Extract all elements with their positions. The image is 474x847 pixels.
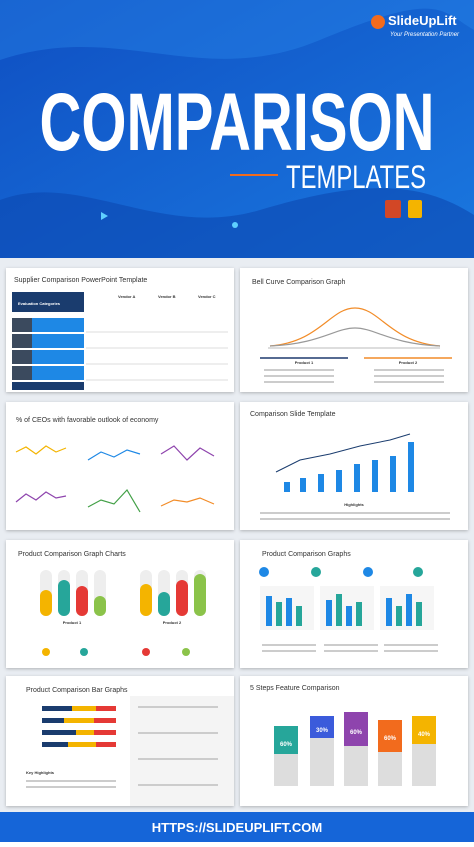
percent-label: 40% — [418, 732, 431, 738]
highlights: Highlights — [344, 502, 364, 507]
product-label: Product 1 — [295, 360, 314, 365]
slide-card: Supplier Comparison PowerPoint Template … — [6, 268, 234, 392]
ppt-icon — [385, 200, 401, 218]
slides-icon — [408, 200, 422, 218]
icons — [259, 567, 423, 577]
table-label: Vendor A — [118, 294, 136, 299]
mini-lines — [15, 445, 215, 513]
logo-icon — [371, 15, 385, 29]
curve — [269, 307, 441, 347]
card-bg — [240, 268, 468, 392]
slide-card: Product Comparison Graph Charts Product … — [6, 540, 234, 668]
percent-label: 30% — [316, 728, 329, 734]
footer-url[interactable]: HTTPS://SLIDEUPLIFT.COM — [152, 820, 322, 835]
capsules — [40, 570, 206, 616]
table-label: Evaluation Categories — [18, 301, 61, 306]
title: COMPARISON — [40, 77, 435, 168]
percent-label: 60% — [384, 736, 397, 742]
percent-label: 60% — [350, 730, 363, 736]
side-panel — [130, 696, 234, 806]
percent-label: 60% — [280, 742, 293, 748]
product-label: Product 2 — [163, 620, 182, 625]
slide-title: Product Comparison Graphs — [262, 551, 351, 558]
text-lines — [262, 644, 438, 652]
slide-card: Bell Curve Comparison Graph Product 1 Pr… — [240, 268, 468, 392]
bars — [284, 442, 414, 492]
text-lines — [26, 706, 218, 788]
table-head — [12, 292, 84, 312]
tagline: Your Presentation Partner — [390, 32, 460, 38]
slide-title: Product Comparison Graph Charts — [18, 551, 126, 558]
footer-bg — [0, 812, 474, 842]
slide-title: Comparison Slide Template — [250, 411, 336, 418]
mini-charts — [260, 586, 434, 630]
table-label: Vendor C — [198, 294, 216, 299]
cylinders — [274, 712, 436, 786]
play-icon — [101, 212, 108, 220]
table-rows — [12, 318, 228, 390]
slide-title: Supplier Comparison PowerPoint Template — [14, 277, 147, 284]
table-label: Vendor B — [158, 294, 176, 299]
text-lines — [260, 512, 450, 520]
trend — [275, 433, 411, 473]
slide-card: Comparison Slide Template Highlights — [240, 402, 468, 530]
slide-title: % of CEOs with favorable outlook of econ… — [16, 417, 159, 424]
curve — [269, 327, 441, 347]
subtitle: TEMPLATES — [286, 159, 426, 195]
stacked-bars — [42, 706, 116, 747]
wave — [0, 0, 474, 60]
product-label: Product 2 — [399, 360, 418, 365]
key-highlights: Key Highlights — [26, 770, 55, 775]
slide-title: 5 Steps Feature Comparison — [250, 685, 340, 692]
slide-card: Product Comparison Graphs — [240, 540, 468, 668]
card-bg — [6, 402, 234, 530]
icons — [42, 648, 190, 656]
slide-card: % of CEOs with favorable outlook of econ… — [6, 402, 234, 530]
slide-card: Product Comparison Bar Graphs Key Highli… — [6, 676, 234, 806]
brand: SlideUpLift — [388, 13, 457, 28]
slide-card: 5 Steps Feature Comparison 60% 30% 60% 6… — [240, 676, 468, 806]
slide-title: Bell Curve Comparison Graph — [252, 279, 345, 286]
slide-title: Product Comparison Bar Graphs — [26, 687, 128, 694]
text-lines — [264, 369, 444, 383]
product-label: Product 1 — [63, 620, 82, 625]
dot — [232, 222, 238, 228]
